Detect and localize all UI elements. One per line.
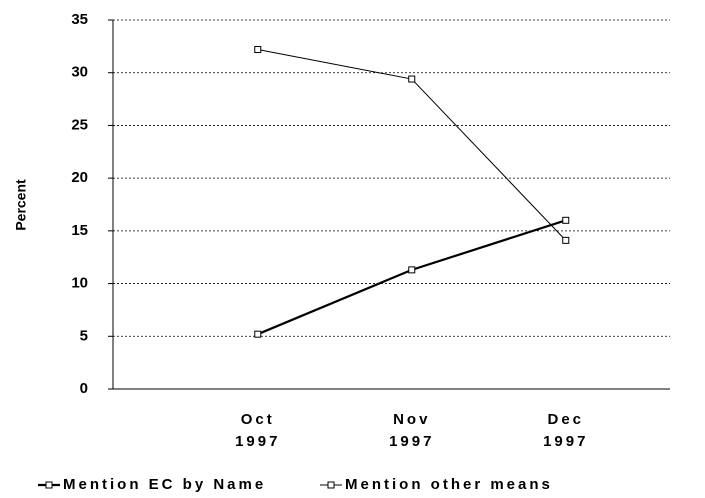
y-tick-label: 30: [71, 64, 88, 81]
y-tick-label: 35: [71, 11, 88, 28]
legend-marker: [45, 481, 53, 489]
x-tick-line: 1997: [389, 433, 434, 450]
x-tick-line: 1997: [543, 433, 588, 450]
y-tick-label: 15: [71, 222, 88, 239]
x-tick-line: Oct: [241, 411, 275, 428]
marker: [254, 330, 262, 338]
x-tick-line: Nov: [393, 411, 430, 428]
y-tick-label: 20: [71, 169, 88, 186]
marker: [408, 75, 416, 83]
legend-label: Mention other means: [345, 476, 553, 493]
x-tick-label: Nov 1997: [389, 411, 434, 450]
y-axis-label: Percent: [13, 179, 29, 231]
y-tick-label: 10: [71, 275, 88, 292]
marker: [562, 216, 570, 224]
y-tick-label: 0: [80, 380, 88, 397]
marker: [254, 46, 262, 54]
x-tick-label: Oct 1997: [235, 411, 280, 450]
x-tick-line: 1997: [235, 433, 280, 450]
legend-marker: [327, 481, 335, 489]
marker: [408, 266, 416, 274]
x-tick-label: Dec 1997: [543, 411, 588, 450]
line: [257, 219, 567, 336]
y-tick-label: 5: [80, 327, 88, 344]
y-tick-label: 25: [71, 116, 88, 133]
legend-label: Mention EC by Name: [63, 476, 266, 493]
marker: [562, 236, 570, 244]
x-tick-line: Dec: [547, 411, 584, 428]
